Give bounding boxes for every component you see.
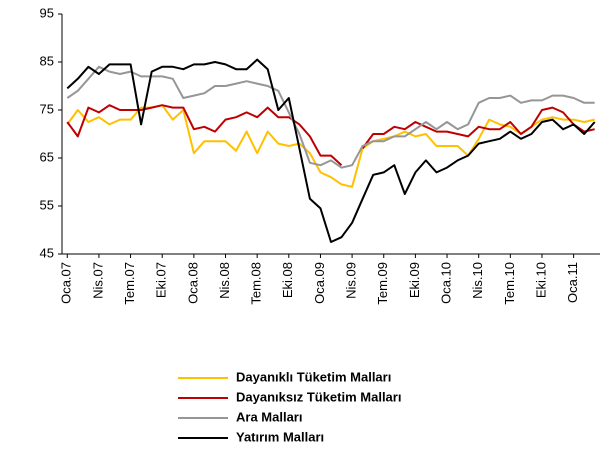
legend-label: Ara Malları — [236, 409, 302, 424]
x-tick-label: Oca.09 — [312, 262, 327, 304]
legend-label: Dayanıklı Tüketim Malları — [236, 369, 391, 384]
x-tick-label: Eki.09 — [407, 262, 422, 298]
y-tick-label: 65 — [40, 149, 54, 164]
x-tick-label: Tem.09 — [375, 262, 390, 305]
x-tick-label: Eki.07 — [154, 262, 169, 298]
x-tick-label: Oca.08 — [185, 262, 200, 304]
series-line — [66, 104, 595, 188]
series-line — [66, 65, 595, 169]
x-tick-label: Nis.08 — [217, 262, 232, 299]
x-tick-label: Nis.07 — [90, 262, 105, 299]
legend-label: Dayanıksız Tüketim Malları — [236, 389, 401, 404]
legend-label: Yatırım Malları — [236, 429, 324, 444]
x-tick-label: Eki.08 — [280, 262, 295, 298]
x-tick-label: Nis.09 — [344, 262, 359, 299]
y-tick-label: 75 — [40, 101, 54, 116]
x-tick-label: Oca.11 — [565, 262, 580, 303]
x-tick-label: Oca.10 — [438, 262, 453, 304]
x-tick-label: Tem.07 — [122, 262, 137, 305]
x-tick-label: Tem.08 — [249, 262, 264, 305]
series-line — [66, 104, 595, 166]
y-tick-label: 45 — [40, 245, 54, 260]
x-tick-label: Oca.07 — [59, 262, 74, 304]
x-tick-label: Eki.10 — [533, 262, 548, 298]
y-tick-label: 85 — [40, 53, 54, 68]
series-line — [66, 58, 596, 243]
x-tick-label: Tem.10 — [502, 262, 517, 305]
y-tick-label: 55 — [40, 197, 54, 212]
y-tick-label: 95 — [40, 5, 54, 20]
x-tick-label: Nis.10 — [470, 262, 485, 299]
